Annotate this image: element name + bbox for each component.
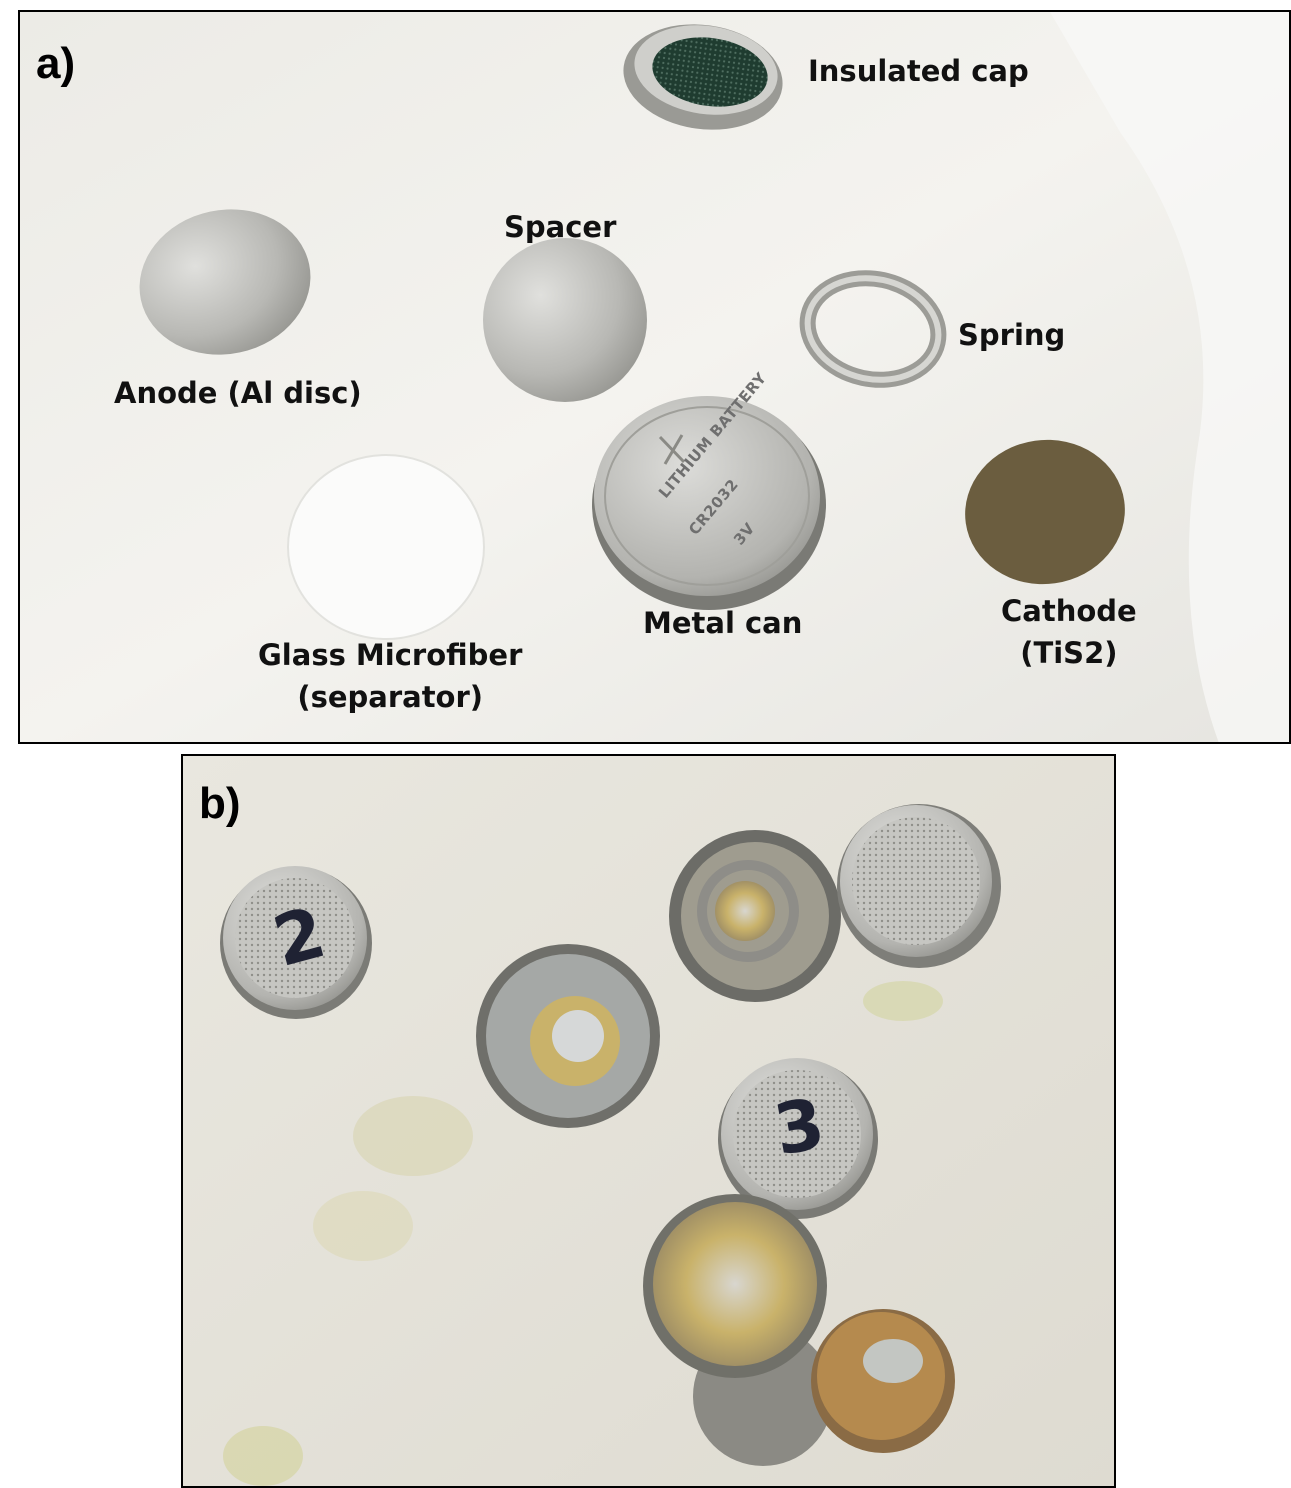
- cell-2: [220, 866, 372, 1019]
- spacer-disc: [483, 238, 647, 402]
- label-glass-line2: (separator): [297, 680, 484, 715]
- cathode-disc: [965, 439, 1125, 585]
- corroded-cell-stack: [643, 1194, 955, 1466]
- label-glass-line1: Glass Microfiber: [258, 638, 523, 672]
- label-spring: Spring: [958, 318, 1066, 352]
- separator-disc: [287, 454, 485, 640]
- spring-ring: [799, 270, 947, 388]
- corroded-cell-1: [476, 944, 660, 1128]
- label-glass-microfiber: Glass Microfiber (separator): [258, 634, 522, 718]
- label-cathode-line1: Cathode: [1001, 594, 1137, 628]
- label-metal-can: Metal can: [643, 606, 803, 640]
- panel-a-photo: [20, 12, 1289, 742]
- insulated-cap-object: [623, 24, 783, 130]
- panel-b-letter: b): [199, 779, 241, 828]
- cell-top-right: [837, 804, 1001, 968]
- panel-b-photo: [183, 756, 1114, 1486]
- metal-can-coin: [592, 396, 826, 610]
- label-cathode: Cathode (TiS2): [1001, 590, 1137, 674]
- label-insulated-cap: Insulated cap: [808, 54, 1029, 88]
- panel-a-letter: a): [36, 39, 76, 88]
- label-cathode-line2: (TiS2): [1020, 636, 1118, 671]
- anode-disc: [139, 209, 311, 355]
- panel-a: LITHIUM BATTERY CR2032 3V a) Insulated c…: [18, 10, 1291, 744]
- panel-b: 2 3 b): [181, 754, 1116, 1488]
- label-spacer: Spacer: [504, 210, 617, 244]
- label-anode: Anode (Al disc): [114, 376, 362, 410]
- corroded-cell-2: [669, 830, 841, 1002]
- cell-3: [718, 1058, 878, 1219]
